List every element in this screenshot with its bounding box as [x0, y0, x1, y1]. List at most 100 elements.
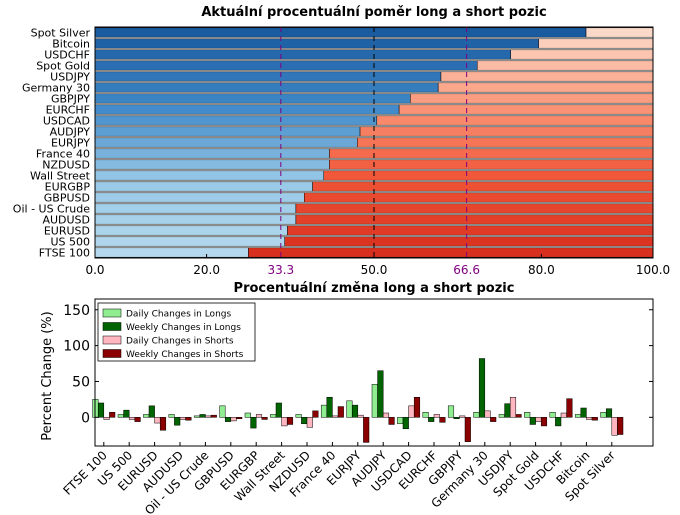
short-bar — [284, 236, 654, 247]
bottom-chart-frame — [94, 298, 654, 447]
daily-shorts-bar — [255, 414, 263, 418]
short-bar — [329, 159, 654, 170]
bottom-chart-bars — [92, 358, 624, 443]
daily-longs-bar — [320, 404, 328, 418]
short-bar — [376, 115, 654, 126]
long-bar — [94, 192, 305, 203]
daily-longs-bar — [143, 414, 150, 418]
short-bar — [248, 247, 654, 258]
daily-longs-bar — [371, 384, 378, 418]
y-tick-label: 150 — [63, 303, 90, 319]
daily-longs-bar — [168, 414, 175, 418]
long-bar — [94, 225, 288, 236]
daily-shorts-bar — [433, 414, 440, 418]
daily-longs-bar — [600, 412, 607, 418]
daily-shorts-bar — [128, 417, 136, 420]
category-label: Spot Silver — [31, 27, 91, 40]
weekly-shorts-bar — [134, 417, 141, 422]
weekly-longs-bar — [148, 405, 155, 418]
category-label: AUDJPY — [50, 126, 91, 139]
daily-shorts-bar — [459, 415, 466, 418]
long-bar — [94, 203, 297, 214]
weekly-longs-bar — [555, 417, 562, 427]
long-bar — [94, 137, 358, 148]
daily-longs-bar — [549, 412, 556, 418]
long-bar — [94, 170, 325, 181]
weekly-shorts-bar — [109, 412, 116, 418]
daily-shorts-bar — [281, 417, 288, 427]
daily-shorts-bar — [408, 405, 415, 418]
weekly-shorts-bar — [413, 396, 421, 418]
weekly-shorts-bar — [388, 417, 395, 425]
short-bar — [538, 38, 654, 49]
bottom-chart-title: Procentuální změna long a short pozic — [234, 281, 515, 296]
daily-longs-bar — [574, 414, 582, 418]
daily-longs-bar — [117, 414, 124, 418]
long-bar — [94, 181, 313, 192]
short-bar — [359, 126, 654, 137]
daily-shorts-bar — [509, 396, 517, 418]
daily-longs-bar — [422, 412, 429, 418]
daily-longs-bar — [397, 417, 404, 425]
y-tick-label: 0 — [81, 410, 90, 426]
weekly-shorts-bar — [591, 417, 598, 421]
category-label: FTSE 100 — [39, 247, 90, 260]
short-bar — [295, 214, 654, 225]
daily-longs-bar — [193, 415, 201, 418]
bottom-chart-legend: Daily Changes in Longs Weekly Changes in … — [97, 302, 256, 362]
category-label: EURCHF — [46, 104, 90, 117]
legend-label: Daily Changes in Shorts — [126, 337, 234, 347]
short-bar — [410, 93, 654, 104]
daily-shorts-bar — [382, 412, 390, 418]
short-bar — [295, 203, 654, 214]
weekly-longs-bar — [529, 417, 536, 425]
long-bar — [94, 214, 297, 225]
category-label: Wall Street — [30, 170, 91, 183]
y-tick-label: 50 — [72, 374, 90, 390]
weekly-shorts-bar — [617, 417, 624, 435]
weekly-shorts-bar — [261, 417, 268, 420]
weekly-longs-bar — [402, 417, 409, 430]
short-bar — [398, 104, 654, 115]
weekly-shorts-bar — [159, 417, 167, 431]
daily-shorts-bar — [357, 414, 364, 418]
weekly-longs-bar — [250, 417, 257, 429]
daily-longs-bar — [498, 414, 505, 418]
legend-swatch — [102, 308, 122, 318]
weekly-shorts-bar — [337, 406, 344, 418]
weekly-longs-bar — [605, 408, 613, 418]
short-bar — [585, 27, 654, 38]
category-label: EURGBP — [45, 181, 91, 194]
short-bar — [357, 137, 654, 148]
short-bar — [329, 148, 654, 159]
legend-swatch — [102, 349, 122, 358]
daily-shorts-bar — [205, 415, 212, 418]
short-bar — [476, 60, 654, 71]
x-tick-label: 80.0 — [528, 263, 555, 277]
category-label: GBPJPY — [51, 93, 90, 106]
long-bar — [94, 159, 330, 170]
bottom-chart-y-ticks: 0 50 100 150 — [63, 303, 653, 426]
daily-shorts-bar — [103, 417, 110, 420]
long-bar — [94, 104, 400, 115]
x-tick-label: 100.0 — [636, 263, 670, 277]
reference-tick-label: 33.3 — [267, 263, 294, 277]
daily-longs-bar — [219, 405, 226, 418]
weekly-longs-bar — [478, 358, 486, 418]
category-label: US 500 — [50, 236, 90, 249]
weekly-longs-bar — [453, 417, 460, 420]
legend-label: Daily Changes in Longs — [126, 310, 231, 320]
long-bar — [94, 27, 587, 38]
weekly-shorts-bar — [363, 417, 370, 443]
legend-swatch — [102, 335, 122, 345]
category-label: USDCHF — [44, 49, 90, 62]
daily-shorts-bar — [560, 412, 567, 418]
category-label: Germany 30 — [22, 82, 90, 95]
daily-shorts-bar — [154, 417, 161, 424]
weekly-shorts-bar — [312, 410, 319, 418]
daily-shorts-bar — [306, 417, 313, 428]
weekly-longs-bar — [351, 404, 359, 418]
daily-shorts-bar — [535, 417, 542, 422]
